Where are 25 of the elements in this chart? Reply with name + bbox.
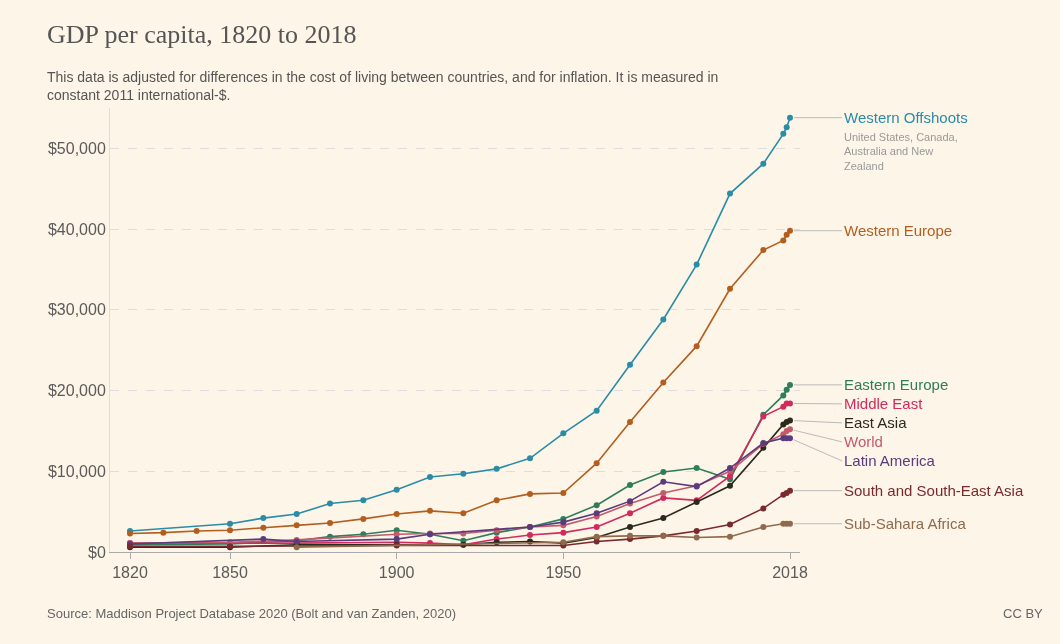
x-tick-label: 1820 <box>112 564 148 582</box>
text: South and South-East Asia <box>844 482 1024 499</box>
x-tick-label: 2018 <box>772 564 808 582</box>
x-tick-label: 1950 <box>545 564 582 582</box>
chart-subtitle: This data is adjusted for differences in the cost of living between countries, and for inflation. It is measured in constant 2011 international-$. <box>47 69 719 104</box>
annotation: United States, Canada, Australia and New Zealand <box>844 131 958 172</box>
text: Sub-Sahara Africa <box>844 515 967 532</box>
text: Eastern Europe <box>844 376 949 393</box>
y-tick-label: $20,000 <box>47 382 106 400</box>
y-tick-label: $40,000 <box>47 220 106 238</box>
text: Western Offshoots <box>844 109 968 126</box>
text: World <box>844 433 883 450</box>
chart-title: GDP per capita, 1820 to 2018 <box>47 20 357 49</box>
y-tick-label: $0 <box>88 543 106 561</box>
text: Latin America <box>844 452 936 469</box>
source-note: Source: Maddison Project Database 2020 (Bolt and van Zanden, 2020) <box>47 606 457 621</box>
x-tick-label: 1850 <box>212 564 248 582</box>
y-tick-label: $10,000 <box>47 462 106 480</box>
text: CC BY <box>1003 606 1044 621</box>
text: Middle East <box>844 395 924 412</box>
x-tick-label: 1900 <box>378 564 415 582</box>
y-tick-label: $30,000 <box>47 301 106 319</box>
text: Western Europe <box>844 222 953 239</box>
text: East Asia <box>844 414 908 431</box>
y-tick-label: $50,000 <box>47 139 106 157</box>
